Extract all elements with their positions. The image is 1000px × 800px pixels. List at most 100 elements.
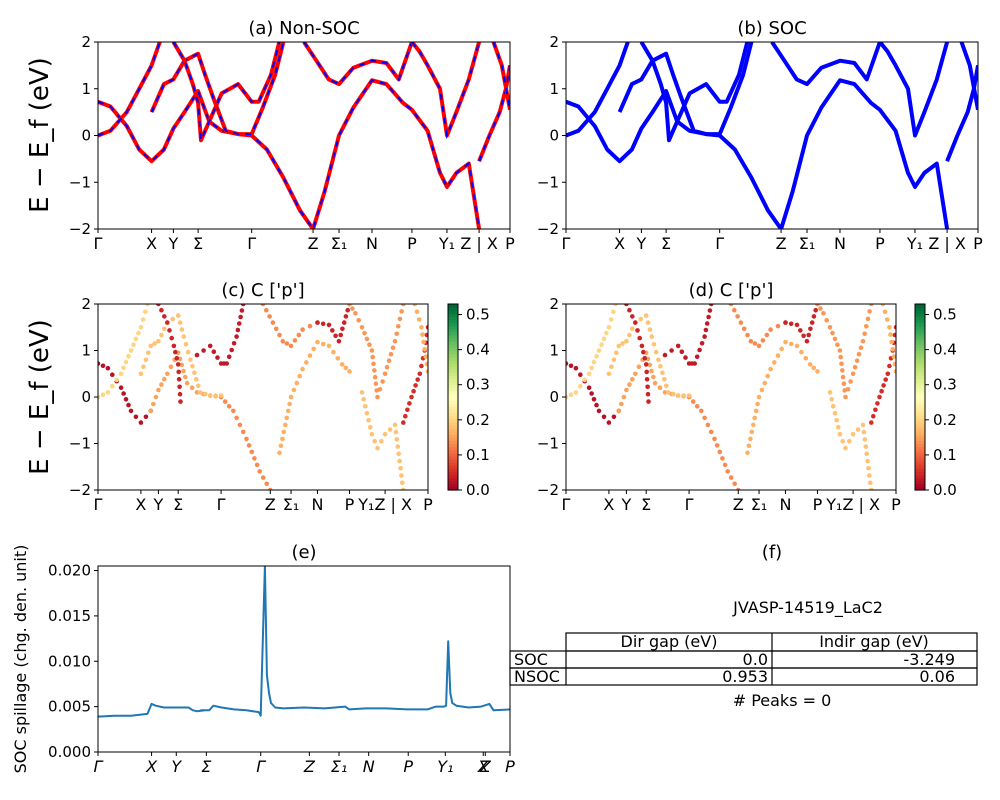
band-point (175, 313, 181, 318)
band-point (143, 357, 149, 363)
band-point (257, 469, 263, 474)
band-point (98, 394, 101, 400)
y-tick-label: 2 (81, 33, 91, 51)
colorbar-segment (448, 375, 458, 379)
band-point (284, 415, 290, 421)
band-point (801, 333, 806, 339)
y-tick-label: 0 (81, 127, 91, 145)
band-point (231, 341, 237, 346)
band-line-dashed (98, 42, 161, 137)
band-point (882, 309, 888, 315)
colorbar-segment (448, 446, 458, 451)
x-tick-label: P (407, 234, 417, 253)
band-point (307, 323, 313, 329)
colorbar-segment (448, 483, 458, 488)
y-tick-label: −2 (69, 220, 91, 238)
band-point (586, 385, 592, 391)
colorbar-segment (448, 418, 458, 423)
band-point (568, 363, 574, 369)
colorbar-segment (915, 378, 925, 383)
band-point (118, 385, 124, 391)
band-line (959, 42, 978, 111)
band-point (893, 325, 896, 330)
colorbar-segment (915, 353, 925, 358)
band-point (827, 325, 833, 330)
colorbar-segment (915, 483, 925, 488)
colorbar-segment (915, 455, 925, 460)
band-point (646, 399, 651, 404)
colorbar-tick-label: 0.0 (933, 481, 957, 499)
panel-title: (a) Non-SOC (248, 18, 359, 39)
band-point (110, 383, 115, 389)
band-point (624, 338, 629, 344)
colorbar-tick-label: 0.5 (933, 306, 957, 324)
band-point (326, 322, 332, 328)
band-point (868, 480, 873, 486)
band-point (105, 365, 111, 371)
band-point (690, 399, 696, 404)
band-point (809, 320, 815, 325)
band-point (880, 304, 886, 307)
band-point (728, 304, 734, 307)
band-point (401, 420, 406, 425)
colorbar-segment (448, 459, 458, 463)
band-point (411, 388, 416, 394)
colorbar-segment (915, 344, 925, 348)
band-point (114, 377, 119, 383)
band-point (854, 358, 860, 364)
band-point (146, 350, 151, 356)
colorbar-segment (448, 347, 458, 352)
band-point (732, 481, 737, 487)
band-point (843, 445, 848, 451)
band-point (277, 450, 282, 456)
colorbar-segment (448, 477, 458, 482)
band-point (356, 318, 362, 323)
colorbar-segment (915, 393, 925, 398)
colorbar-segment (448, 400, 458, 404)
x-tick-label: Γ (562, 495, 571, 514)
colorbar-segment (915, 440, 925, 445)
x-tick-label: Y (171, 757, 182, 776)
band-point (153, 394, 159, 400)
y-tick-label: 2 (549, 295, 559, 313)
band-point (858, 345, 864, 351)
band-point (649, 334, 655, 339)
peaks-count: # Peaks = 0 (733, 691, 832, 710)
band-point (755, 401, 760, 407)
colorbar-segment (915, 403, 925, 407)
colorbar-segment (915, 462, 925, 466)
band-point (396, 451, 402, 457)
colorbar-segment (448, 462, 458, 466)
band-point (772, 360, 777, 365)
band-point (226, 404, 232, 409)
colorbar-segment (448, 353, 458, 358)
x-tick-label: P (423, 495, 433, 514)
band-point (353, 311, 358, 316)
band-point (803, 356, 809, 361)
band-point (794, 322, 800, 328)
band-point (401, 487, 406, 490)
band-point (824, 318, 829, 323)
band-point (151, 401, 156, 407)
y-tick-label: −2 (69, 481, 91, 499)
band-point (815, 369, 820, 374)
band-point (573, 390, 579, 395)
band-point (278, 443, 284, 449)
band-point (753, 408, 759, 414)
band-point (133, 336, 139, 342)
band-point (185, 349, 191, 355)
band-point (296, 332, 302, 338)
x-tick-label: Z (308, 234, 319, 253)
x-tick-label: Γ (217, 495, 226, 514)
band-point (830, 330, 835, 336)
material-label: JVASP-14519_LaC2 (732, 598, 883, 618)
band-point (720, 456, 725, 461)
band-point (662, 352, 668, 358)
band-point (751, 422, 756, 428)
band-point (277, 332, 282, 338)
band-point (877, 394, 882, 400)
band-point (871, 413, 876, 419)
x-tick-label: N (779, 495, 791, 514)
y-tick-label: −2 (537, 481, 559, 499)
